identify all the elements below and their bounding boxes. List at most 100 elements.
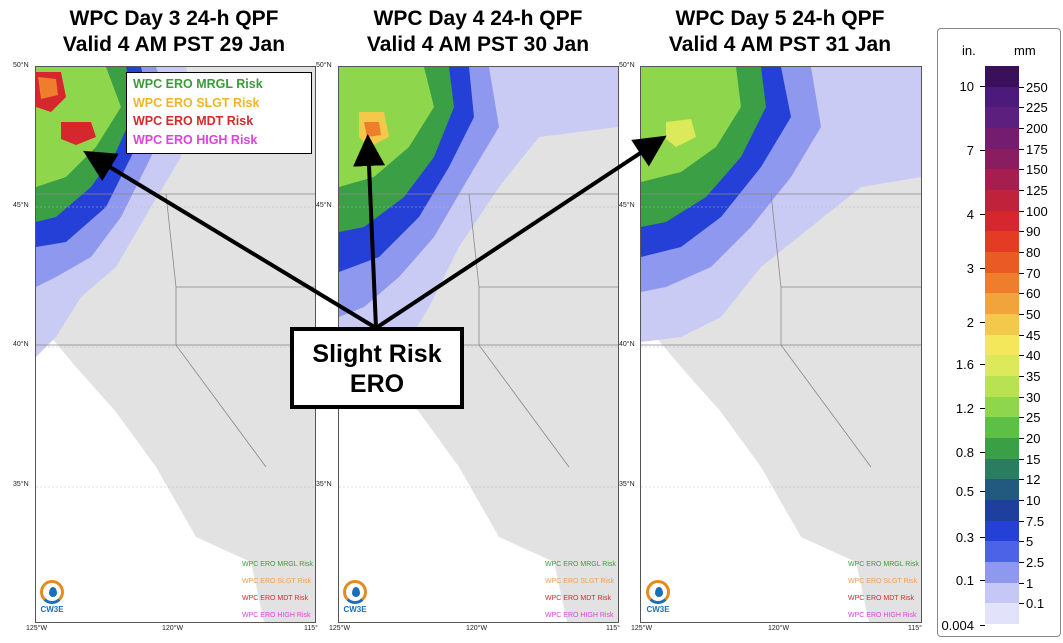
- colorbar-tick: [1019, 334, 1024, 336]
- colorbar-mm-label: 1: [1026, 575, 1034, 591]
- ero-legend-mrgl: WPC ERO MRGL Risk: [133, 77, 263, 91]
- mini-legend-mdt: WPC ERO MDT Risk: [242, 595, 308, 602]
- cw3e-logo-text: CW3E: [343, 605, 367, 614]
- colorbar-mm-label: 5: [1026, 534, 1034, 550]
- colorbar-in-label: 1.2: [955, 401, 974, 416]
- colorbar-tick: [1019, 582, 1024, 584]
- colorbar-mm-label: 175: [1026, 141, 1048, 157]
- colorbar-cell: [985, 376, 1019, 398]
- colorbar-in-label: 3: [966, 261, 974, 276]
- colorbar-mm-label: 40: [1026, 348, 1041, 364]
- colorbar-cell: [985, 148, 1019, 170]
- colorbar-in-label: 0.5: [955, 484, 974, 499]
- lon-label: 120°W: [466, 625, 488, 632]
- colorbar-tick: [1019, 169, 1024, 171]
- map-panel-day5: [640, 66, 922, 623]
- colorbar-mm-label: 20: [1026, 431, 1041, 446]
- panel-title-line2: Valid 4 AM PST 30 Jan: [366, 33, 590, 56]
- colorbar-mm-label: 25: [1026, 410, 1041, 426]
- colorbar-tick: [1019, 128, 1024, 129]
- colorbar-tick: [980, 537, 985, 538]
- colorbar-unit-in: in.: [962, 43, 976, 58]
- panel-title-line1: WPC Day 5 24-h QPF: [675, 7, 885, 30]
- colorbar-in-label: 7: [966, 143, 974, 158]
- lat-label: 50°N: [13, 62, 29, 69]
- colorbar-tick: [1019, 355, 1024, 357]
- panel-title-day4: WPC Day 4 24-h QPF Valid 4 AM PST 30 Jan: [328, 6, 628, 58]
- cw3e-logo-text: CW3E: [40, 605, 64, 614]
- lat-label: 40°N: [619, 341, 635, 348]
- colorbar-mm-label: 200: [1026, 121, 1048, 136]
- colorbar-mm-label: 0.1: [1026, 596, 1045, 612]
- colorbar-mm-label: 60: [1026, 286, 1041, 302]
- colorbar-tick: [1019, 500, 1024, 501]
- colorbar-tick: [1019, 148, 1024, 150]
- cw3e-logo-icon: [40, 580, 64, 604]
- colorbar-mm-label: 2.5: [1026, 555, 1045, 570]
- colorbar-cell: [985, 479, 1019, 501]
- cw3e-logo-icon: [343, 580, 367, 604]
- callout-line2: ERO: [349, 370, 405, 398]
- cw3e-logo: CW3E: [342, 580, 368, 614]
- colorbar-cell: [985, 169, 1019, 191]
- colorbar-tick: [1019, 293, 1024, 295]
- mini-legend-slgt: WPC ERO SLGT Risk: [848, 578, 918, 585]
- panel-title-day3: WPC Day 3 24-h QPF Valid 4 AM PST 29 Jan: [24, 6, 324, 58]
- lat-label: 45°N: [13, 202, 29, 209]
- colorbar-cell: [985, 210, 1019, 232]
- mini-legend-mdt: WPC ERO MDT Risk: [545, 595, 611, 602]
- colorbar-mm-label: 125: [1026, 183, 1048, 198]
- colorbar-mm-label: 35: [1026, 369, 1041, 384]
- colorbar-cell: [985, 314, 1019, 336]
- colorbar-tick: [1019, 417, 1024, 419]
- colorbar-in-label: 2: [966, 315, 974, 330]
- colorbar-tick: [1019, 458, 1024, 460]
- colorbar-mm-label: 100: [1026, 203, 1048, 219]
- lon-label: 115°: [606, 625, 620, 632]
- colorbar-tick: [980, 491, 985, 492]
- mini-legend-slgt: WPC ERO SLGT Risk: [545, 578, 615, 585]
- colorbar-cell: [985, 334, 1019, 356]
- colorbar-cell: [985, 190, 1019, 212]
- cw3e-logo: CW3E: [645, 580, 671, 614]
- colorbar-cell: [985, 396, 1019, 418]
- mini-legend-high: WPC ERO HIGH Risk: [242, 612, 311, 619]
- colorbar-tick: [1019, 231, 1024, 233]
- colorbar-cell: [985, 272, 1019, 294]
- lat-label: 45°N: [316, 202, 332, 209]
- colorbar-cell: [985, 86, 1019, 108]
- colorbar-tick: [980, 408, 985, 409]
- lon-label: 125°W: [26, 625, 48, 632]
- colorbar-mm-label: 15: [1026, 451, 1041, 467]
- lon-label: 115°: [304, 625, 318, 632]
- mini-legend-mdt: WPC ERO MDT Risk: [848, 595, 914, 602]
- panel-title-day5: WPC Day 5 24-h QPF Valid 4 AM PST 31 Jan: [630, 6, 930, 58]
- colorbar-in-label: 10: [959, 79, 974, 94]
- colorbar-tick: [980, 452, 985, 453]
- cw3e-logo-text: CW3E: [646, 605, 670, 614]
- lat-label: 35°N: [316, 481, 332, 488]
- colorbar-cell: [985, 128, 1019, 150]
- colorbar-tick: [1019, 376, 1024, 377]
- lat-label: 35°N: [13, 481, 29, 488]
- colorbar-unit-mm: mm: [1014, 43, 1036, 58]
- colorbar-cell: [985, 417, 1019, 439]
- colorbar-tick: [980, 625, 985, 626]
- colorbar-tick: [1019, 190, 1024, 191]
- colorbar-tick: [980, 322, 985, 323]
- colorbar-mm-label: 7.5: [1026, 513, 1045, 529]
- mini-legend-high: WPC ERO HIGH Risk: [545, 612, 614, 619]
- colorbar-cell: [985, 500, 1019, 522]
- lat-label: 50°N: [619, 62, 635, 69]
- mini-legend-mrgl: WPC ERO MRGL Risk: [242, 561, 313, 568]
- colorbar-tick: [1019, 314, 1024, 315]
- colorbar-cell: [985, 107, 1019, 129]
- lon-label: 125°W: [329, 625, 351, 632]
- callout-line1: Slight Risk: [312, 340, 442, 368]
- panel-title-line2: Valid 4 AM PST 29 Jan: [62, 33, 286, 56]
- map-day5-graphic: [641, 67, 921, 622]
- colorbar-tick: [980, 214, 985, 215]
- mini-legend-mrgl: WPC ERO MRGL Risk: [545, 561, 616, 568]
- cw3e-logo: CW3E: [39, 580, 65, 614]
- colorbar-in-label: 0.3: [955, 530, 974, 545]
